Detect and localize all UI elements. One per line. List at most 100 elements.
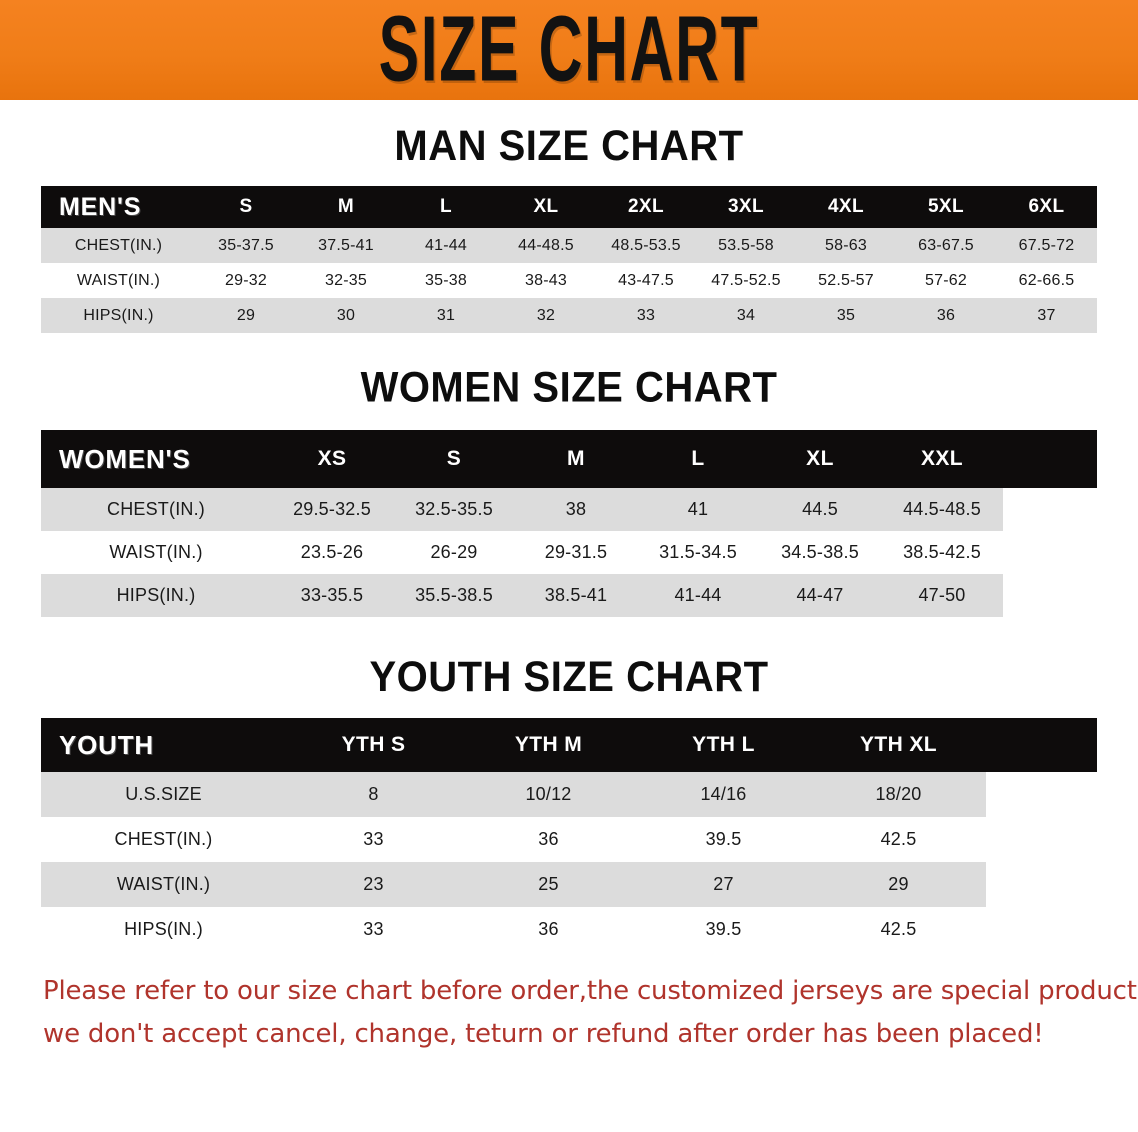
- table-cell: 44.5: [759, 488, 881, 531]
- table-cell: 41: [637, 488, 759, 531]
- table-cell: 44-48.5: [496, 228, 596, 263]
- women-col-header-xl: XL: [759, 430, 881, 488]
- row-spacer: [986, 862, 1097, 907]
- man-section-title: MAN SIZE CHART: [394, 122, 744, 170]
- table-row: WAIST(IN.) 23.5-26 26-29 29-31.5 31.5-34…: [41, 531, 1097, 574]
- man-col-header-4xl: 4XL: [796, 186, 896, 228]
- table-cell: 35-37.5: [196, 228, 296, 263]
- table-cell: 47-50: [881, 574, 1003, 617]
- page-banner: SIZE CHART: [0, 0, 1138, 100]
- table-cell: 32-35: [296, 263, 396, 298]
- table-cell: 32: [496, 298, 596, 333]
- table-cell: 29: [196, 298, 296, 333]
- table-cell: 8: [286, 772, 461, 817]
- table-row: CHEST(IN.) 33 36 39.5 42.5: [41, 817, 1097, 862]
- table-cell: 25: [461, 862, 636, 907]
- table-row: CHEST(IN.) 29.5-32.5 32.5-35.5 38 41 44.…: [41, 488, 1097, 531]
- table-cell: 37.5-41: [296, 228, 396, 263]
- table-cell: 39.5: [636, 817, 811, 862]
- table-cell: 18/20: [811, 772, 986, 817]
- table-cell: 37: [996, 298, 1097, 333]
- man-table-header-row: MEN'S S M L XL 2XL 3XL 4XL 5XL 6XL: [41, 186, 1097, 228]
- women-table-header-row: WOMEN'S XS S M L XL XXL: [41, 430, 1097, 488]
- women-col-header-s: S: [393, 430, 515, 488]
- table-row: WAIST(IN.) 23 25 27 29: [41, 862, 1097, 907]
- table-cell: 27: [636, 862, 811, 907]
- table-cell: 35-38: [396, 263, 496, 298]
- man-size-table: MEN'S S M L XL 2XL 3XL 4XL 5XL 6XL CHEST…: [41, 186, 1097, 333]
- youth-section-title: YOUTH SIZE CHART: [369, 653, 769, 701]
- table-cell: 33-35.5: [271, 574, 393, 617]
- women-row-label-chest: CHEST(IN.): [41, 488, 271, 531]
- table-cell: 38: [515, 488, 637, 531]
- table-cell: 62-66.5: [996, 263, 1097, 298]
- man-chart-wrapper: MEN'S S M L XL 2XL 3XL 4XL 5XL 6XL CHEST…: [41, 186, 1097, 333]
- row-spacer: [986, 772, 1097, 817]
- women-chart-wrapper: WOMEN'S XS S M L XL XXL CHEST(IN.) 29.5-…: [41, 430, 1097, 617]
- row-spacer: [1003, 488, 1097, 531]
- table-cell: 34.5-38.5: [759, 531, 881, 574]
- man-row-label-waist: WAIST(IN.): [41, 263, 196, 298]
- banner-title: SIZE CHART: [378, 0, 760, 102]
- row-spacer: [986, 817, 1097, 862]
- table-row: HIPS(IN.) 33 36 39.5 42.5: [41, 907, 1097, 952]
- table-cell: 39.5: [636, 907, 811, 952]
- man-corner-label: MEN'S: [41, 186, 196, 228]
- youth-row-label-waist: WAIST(IN.): [41, 862, 286, 907]
- table-cell: 47.5-52.5: [696, 263, 796, 298]
- table-cell: 23: [286, 862, 461, 907]
- table-cell: 42.5: [811, 817, 986, 862]
- disclaimer-line-1: Please refer to our size chart before or…: [43, 976, 1138, 1006]
- youth-table-header-row: YOUTH YTH S YTH M YTH L YTH XL: [41, 718, 1097, 772]
- women-row-label-hips: HIPS(IN.): [41, 574, 271, 617]
- youth-corner-label: YOUTH: [41, 718, 286, 772]
- youth-col-header-m: YTH M: [461, 718, 636, 772]
- table-cell: 23.5-26: [271, 531, 393, 574]
- women-size-table: WOMEN'S XS S M L XL XXL CHEST(IN.) 29.5-…: [41, 430, 1097, 617]
- table-cell: 33: [286, 817, 461, 862]
- table-cell: 33: [286, 907, 461, 952]
- table-cell: 58-63: [796, 228, 896, 263]
- man-row-label-hips: HIPS(IN.): [41, 298, 196, 333]
- table-row: HIPS(IN.) 33-35.5 35.5-38.5 38.5-41 41-4…: [41, 574, 1097, 617]
- youth-row-label-chest: CHEST(IN.): [41, 817, 286, 862]
- table-cell: 36: [461, 907, 636, 952]
- table-cell: 42.5: [811, 907, 986, 952]
- man-col-header-m: M: [296, 186, 396, 228]
- man-col-header-xl: XL: [496, 186, 596, 228]
- table-cell: 29-32: [196, 263, 296, 298]
- youth-col-header-l: YTH L: [636, 718, 811, 772]
- table-cell: 32.5-35.5: [393, 488, 515, 531]
- disclaimer-text: Please refer to our size chart before or…: [19, 970, 1138, 1056]
- man-col-header-5xl: 5XL: [896, 186, 996, 228]
- table-cell: 29-31.5: [515, 531, 637, 574]
- row-spacer: [1003, 574, 1097, 617]
- women-section-title: WOMEN SIZE CHART: [360, 364, 778, 412]
- table-cell: 31: [396, 298, 496, 333]
- table-cell: 33: [596, 298, 696, 333]
- table-row: CHEST(IN.) 35-37.5 37.5-41 41-44 44-48.5…: [41, 228, 1097, 263]
- table-cell: 44.5-48.5: [881, 488, 1003, 531]
- youth-header-spacer: [986, 718, 1097, 772]
- table-cell: 41-44: [637, 574, 759, 617]
- women-row-label-waist: WAIST(IN.): [41, 531, 271, 574]
- man-col-header-2xl: 2XL: [596, 186, 696, 228]
- table-cell: 52.5-57: [796, 263, 896, 298]
- women-col-header-xs: XS: [271, 430, 393, 488]
- table-cell: 38.5-42.5: [881, 531, 1003, 574]
- table-cell: 38.5-41: [515, 574, 637, 617]
- table-cell: 34: [696, 298, 796, 333]
- youth-col-header-xl: YTH XL: [811, 718, 986, 772]
- table-cell: 63-67.5: [896, 228, 996, 263]
- table-cell: 30: [296, 298, 396, 333]
- table-cell: 29: [811, 862, 986, 907]
- table-cell: 14/16: [636, 772, 811, 817]
- table-cell: 48.5-53.5: [596, 228, 696, 263]
- youth-chart-wrapper: YOUTH YTH S YTH M YTH L YTH XL U.S.SIZE …: [41, 718, 1097, 952]
- table-row: U.S.SIZE 8 10/12 14/16 18/20: [41, 772, 1097, 817]
- table-cell: 31.5-34.5: [637, 531, 759, 574]
- women-corner-label: WOMEN'S: [41, 430, 271, 488]
- women-col-header-m: M: [515, 430, 637, 488]
- table-cell: 67.5-72: [996, 228, 1097, 263]
- youth-row-label-ussize: U.S.SIZE: [41, 772, 286, 817]
